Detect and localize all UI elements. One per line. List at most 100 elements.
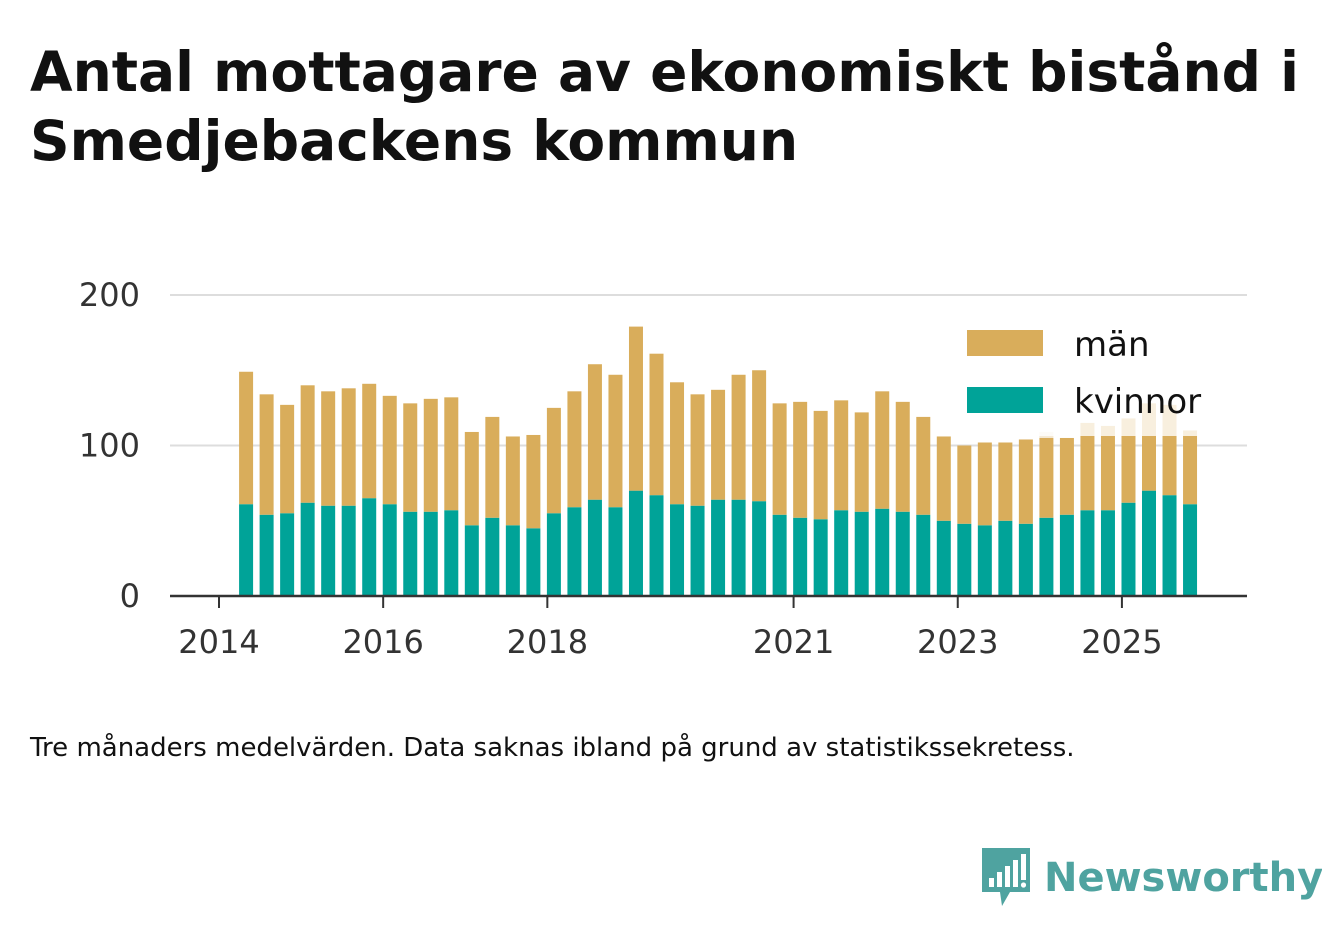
bar-man — [1183, 430, 1198, 505]
legend-swatch-kvinnor — [967, 387, 1043, 413]
bar-kvinnor — [772, 514, 787, 596]
x-tick-label: 2025 — [1081, 623, 1162, 661]
bar-man — [1059, 437, 1074, 515]
bar-man — [526, 434, 541, 529]
chart-note: Tre månaders medelvärden. Data saknas ib… — [30, 733, 1075, 763]
newsworthy-logo-icon — [982, 848, 1030, 906]
bar-kvinnor — [300, 502, 315, 596]
bar-man — [731, 374, 746, 500]
bar-kvinnor — [321, 505, 336, 596]
bar-man — [772, 403, 787, 515]
x-tick-label: 2021 — [753, 623, 834, 661]
bar-man — [957, 445, 972, 524]
bar-man — [936, 436, 951, 521]
x-tick-label: 2016 — [342, 623, 423, 661]
bar-kvinnor — [1018, 523, 1033, 596]
bar-man — [895, 401, 910, 512]
bar-man — [608, 374, 623, 508]
bar-man — [423, 398, 438, 512]
chart-title: Antal mottagare av ekonomiskt bistånd i … — [30, 40, 1300, 173]
bar-kvinnor — [977, 525, 992, 596]
y-tick-label: 200 — [79, 276, 140, 314]
bar-kvinnor — [403, 511, 418, 596]
bar-kvinnor — [1100, 510, 1115, 596]
bar-kvinnor — [1162, 495, 1177, 596]
bar-man — [1100, 425, 1115, 511]
bar-kvinnor — [280, 513, 295, 596]
bar-kvinnor — [895, 511, 910, 596]
bar-kvinnor — [567, 507, 582, 596]
bar-man — [854, 412, 869, 512]
bar-man — [998, 442, 1013, 521]
bar-man — [341, 388, 356, 506]
bar-man — [403, 403, 418, 512]
brand-logo: Newsworthy — [980, 846, 1322, 910]
bar-man — [977, 442, 992, 526]
bar-kvinnor — [670, 504, 685, 596]
bar-kvinnor — [628, 490, 643, 596]
x-tick-label: 2018 — [507, 623, 588, 661]
bar-man — [382, 395, 397, 505]
bar-kvinnor — [813, 519, 828, 596]
bar-man — [505, 436, 520, 526]
bar-kvinnor — [1039, 517, 1054, 596]
bar-kvinnor — [423, 511, 438, 596]
bar-man — [239, 371, 254, 505]
bar-kvinnor — [444, 510, 459, 596]
bar-kvinnor — [382, 504, 397, 596]
bar-kvinnor — [1059, 514, 1074, 596]
bar-kvinnor — [485, 517, 500, 596]
x-tick-label: 2014 — [178, 623, 259, 661]
bar-kvinnor — [793, 517, 808, 596]
bar-kvinnor — [854, 511, 869, 596]
bar-kvinnor — [875, 508, 890, 596]
bar-man — [628, 326, 643, 491]
bar-kvinnor — [916, 514, 931, 596]
bar-man — [711, 389, 726, 500]
bar-man — [546, 407, 561, 514]
bar-kvinnor — [752, 501, 767, 596]
bar-man — [649, 353, 664, 496]
bar-kvinnor — [1142, 490, 1157, 596]
bar-man — [1018, 439, 1033, 524]
bar-man — [280, 404, 295, 514]
bar-kvinnor — [834, 510, 849, 596]
bar-man — [752, 370, 767, 502]
bar-kvinnor — [1080, 510, 1095, 596]
y-tick-label: 0 — [120, 577, 140, 615]
bar-kvinnor — [649, 495, 664, 596]
bar-kvinnor — [341, 505, 356, 596]
bar-man — [1121, 418, 1136, 503]
legend-label-kvinnor: kvinnor — [1074, 382, 1201, 422]
bar-kvinnor — [546, 513, 561, 596]
bar-kvinnor — [1121, 502, 1136, 596]
bar-man — [875, 391, 890, 509]
x-tick-label: 2023 — [917, 623, 998, 661]
bar-man — [321, 391, 336, 506]
bar-man — [444, 397, 459, 511]
bar-kvinnor — [731, 499, 746, 596]
legend-swatch-man — [967, 330, 1043, 356]
bar-man — [587, 364, 602, 500]
bar-man — [485, 416, 500, 518]
bar-kvinnor — [362, 498, 377, 596]
brand-name: Newsworthy — [1044, 855, 1322, 901]
bar-man — [464, 431, 479, 526]
bar-kvinnor — [239, 504, 254, 596]
bar-kvinnor — [957, 523, 972, 596]
bar-kvinnor — [1183, 504, 1198, 596]
bar-man — [813, 410, 828, 520]
bar-kvinnor — [587, 499, 602, 596]
bar-kvinnor — [998, 520, 1013, 596]
bar-kvinnor — [259, 514, 274, 596]
bar-kvinnor — [505, 525, 520, 596]
bar-kvinnor — [690, 505, 705, 596]
bar-man — [259, 394, 274, 515]
bar-man — [1039, 437, 1054, 518]
bar-man — [690, 394, 705, 506]
y-tick-label: 100 — [79, 427, 140, 465]
bar-kvinnor — [464, 525, 479, 596]
bar-man — [567, 391, 582, 508]
bar-kvinnor — [936, 520, 951, 596]
